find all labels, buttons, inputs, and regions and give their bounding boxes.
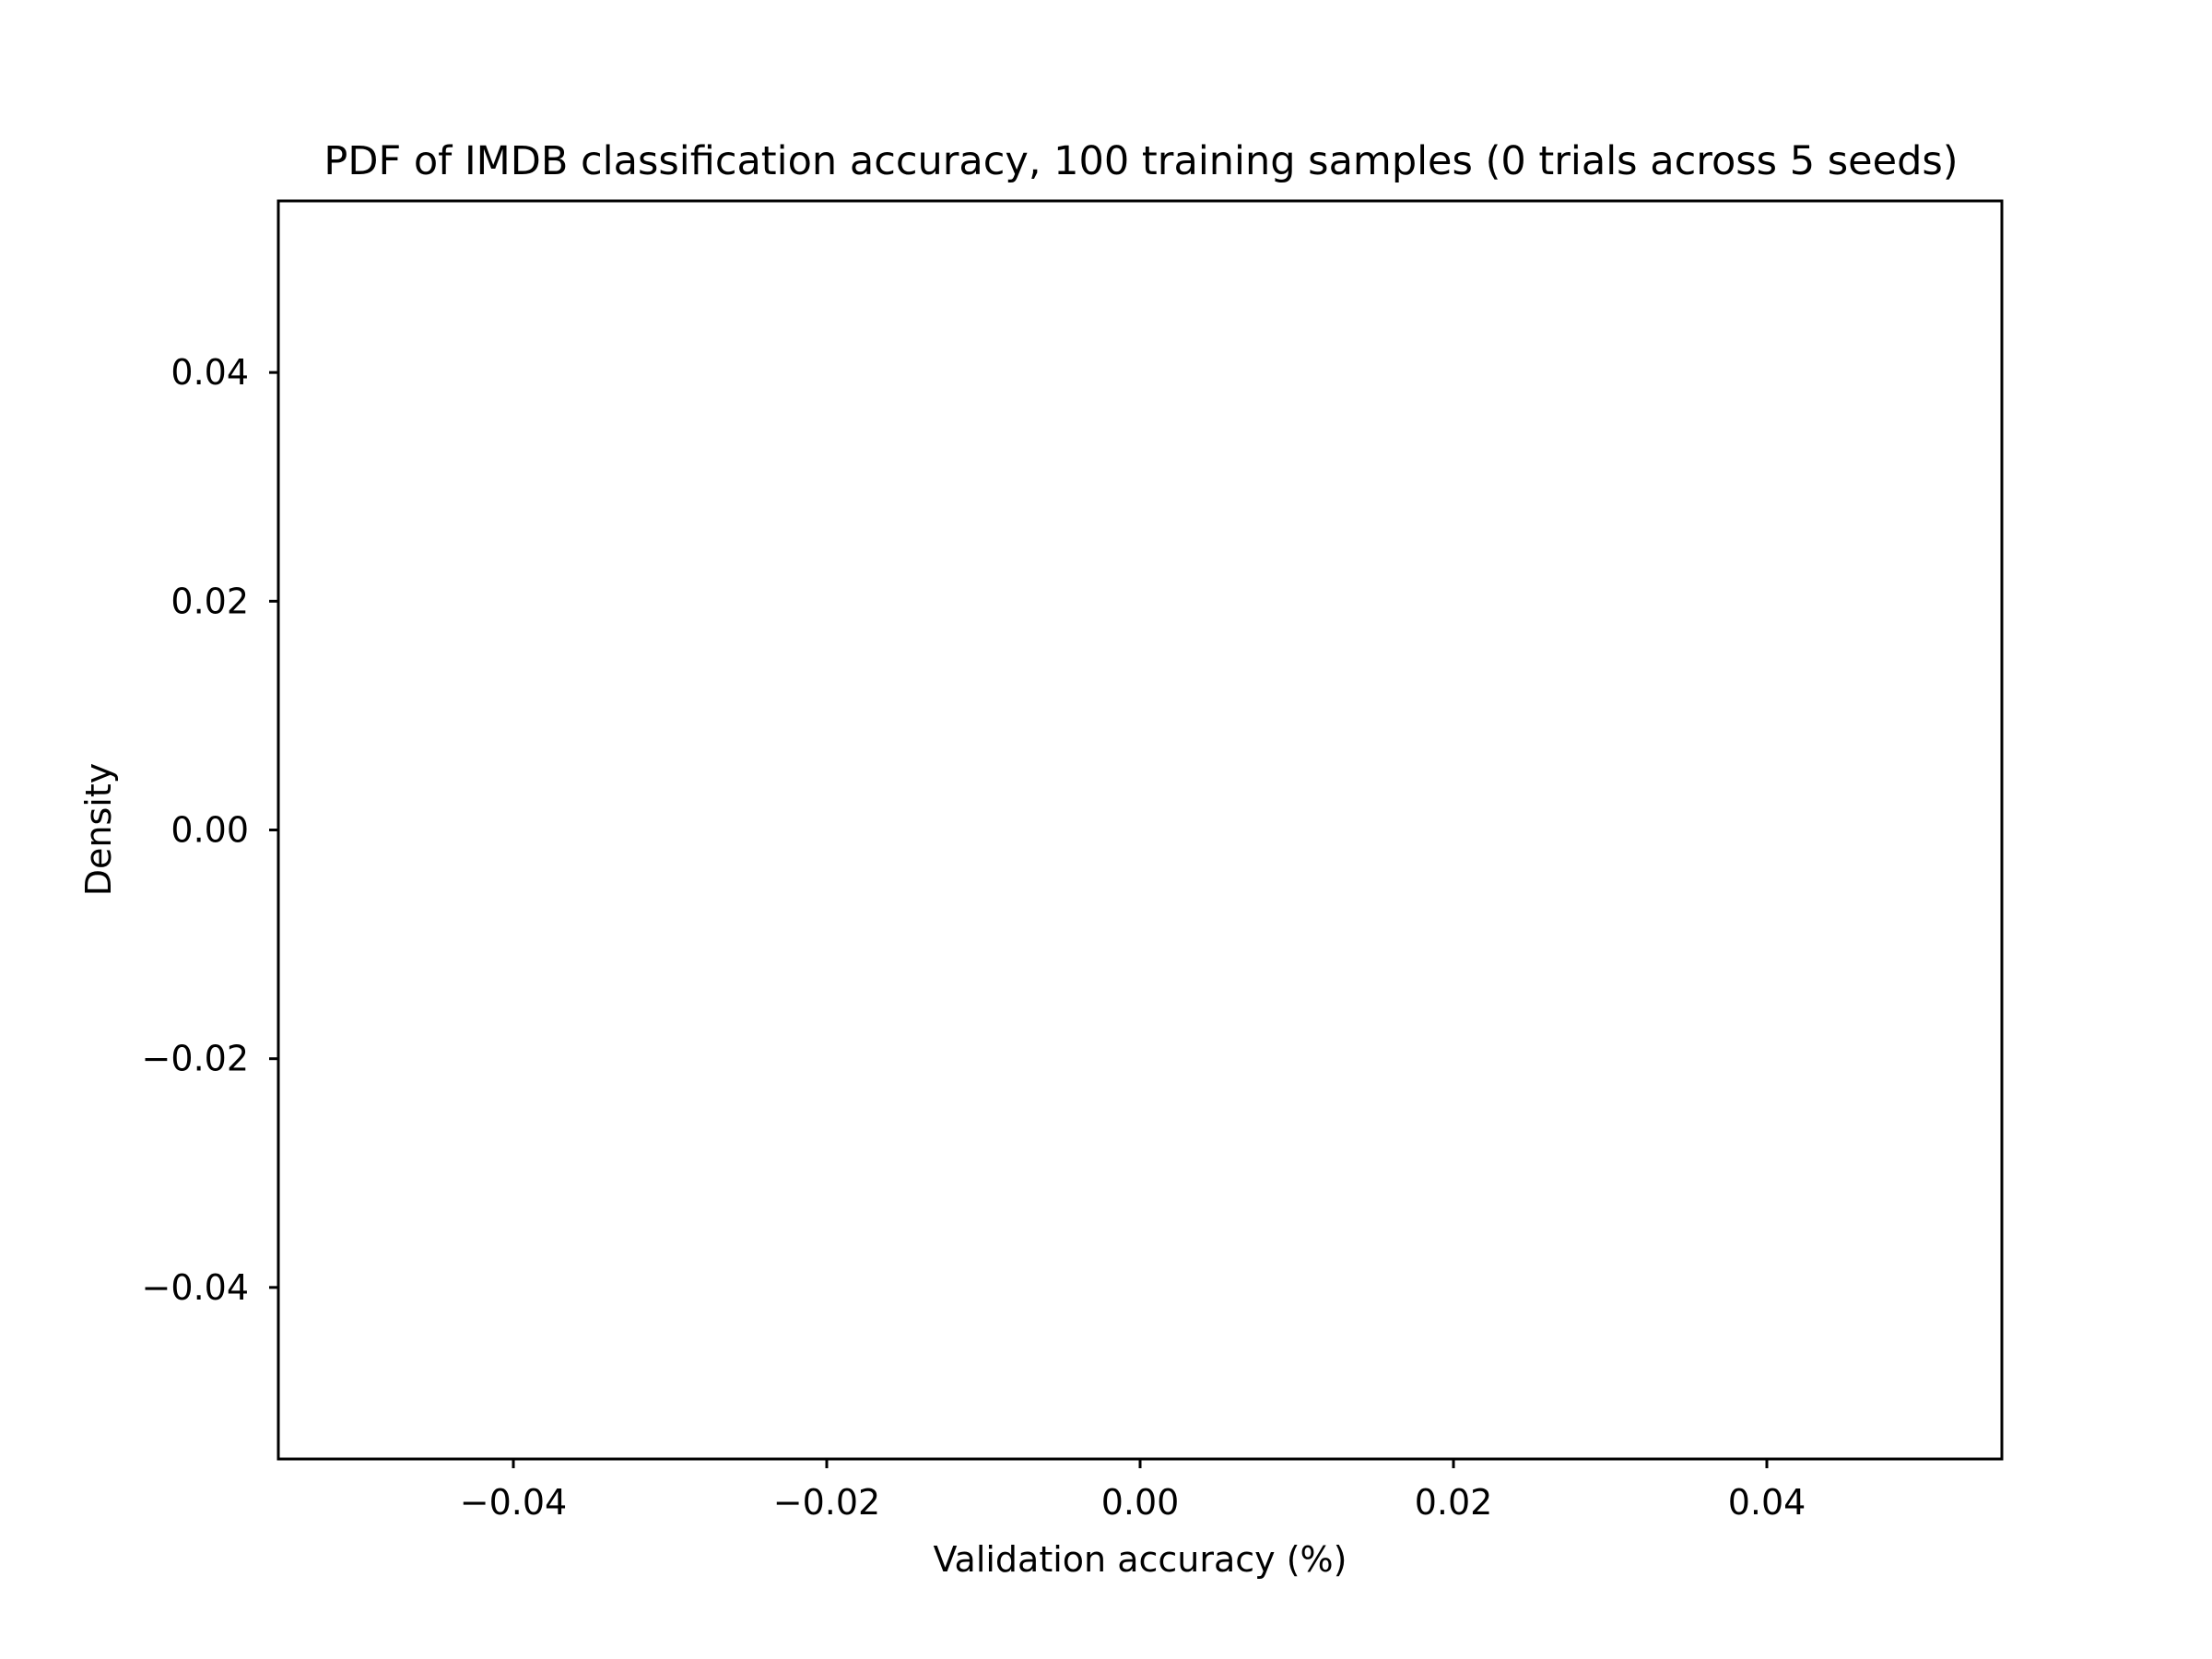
x-axis-label: Validation accuracy (%): [933, 1539, 1347, 1580]
y-tick-label: 0.00: [171, 810, 249, 851]
y-tick-label: 0.02: [171, 581, 249, 621]
plot-frame: [276, 199, 2004, 1461]
x-tick-label: −0.02: [773, 1482, 880, 1523]
x-tick-label: 0.02: [1415, 1482, 1493, 1523]
y-tick-label: −0.04: [142, 1267, 249, 1308]
y-axis-label: Density: [78, 763, 119, 896]
y-axis-ticks: −0.04 −0.02 0.00 0.02 0.04: [142, 352, 278, 1308]
x-axis-ticks: −0.04 −0.02 0.00 0.02 0.04: [460, 1459, 1806, 1523]
x-tick-label: 0.00: [1101, 1482, 1180, 1523]
y-tick-label: −0.02: [142, 1039, 249, 1079]
y-tick-label: 0.04: [171, 352, 249, 393]
x-tick-label: −0.04: [460, 1482, 567, 1523]
x-tick-label: 0.04: [1728, 1482, 1806, 1523]
chart-title: PDF of IMDB classification accuracy, 100…: [324, 138, 1958, 184]
